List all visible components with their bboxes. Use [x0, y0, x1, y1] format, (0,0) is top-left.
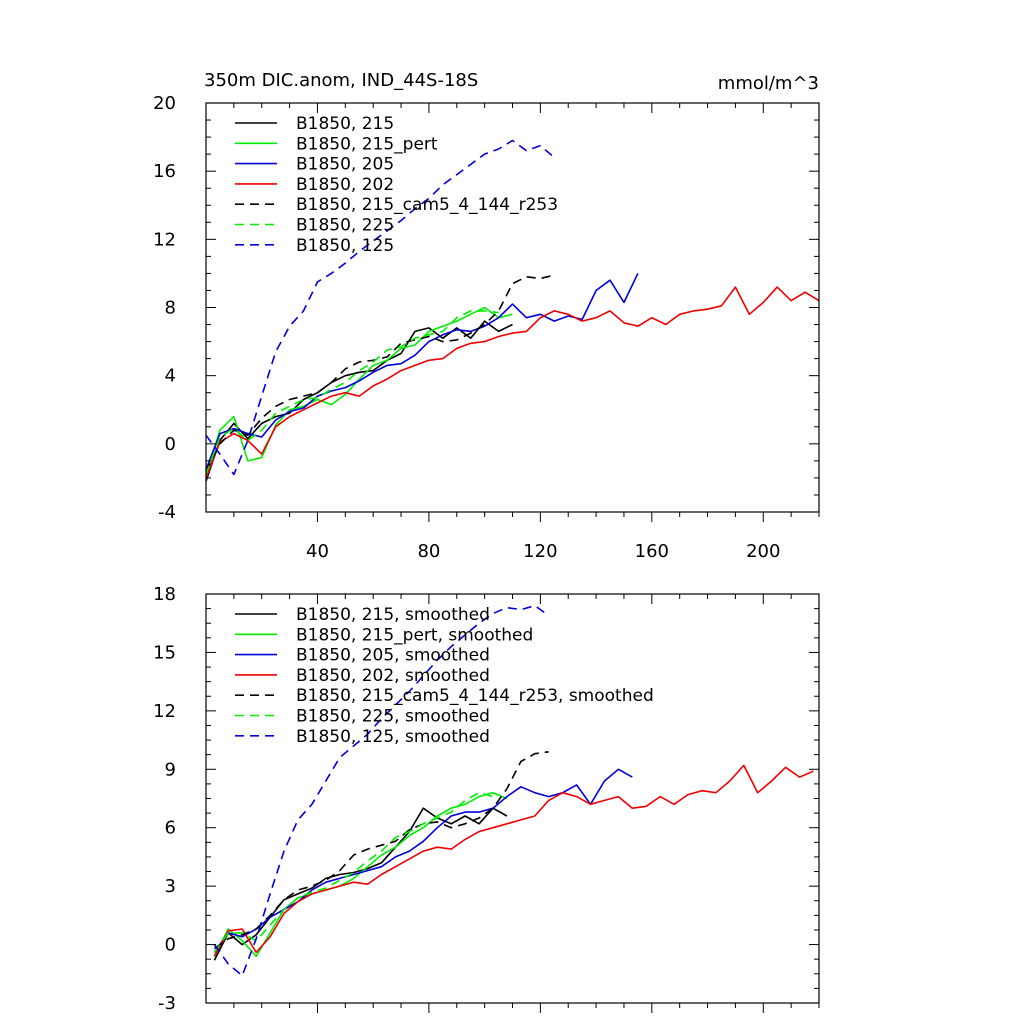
legend-label: B1850, 202 [296, 175, 394, 195]
y-tick-label: 18 [153, 584, 176, 605]
x-tick-label: 80 [417, 541, 440, 562]
legend-label: B1850, 215, smoothed [296, 605, 490, 625]
chart-title: 350m DIC.anom, IND_44S-18S [204, 70, 478, 91]
series-line-0 [205, 320, 513, 482]
x-tick-label: 200 [746, 541, 780, 562]
y-tick-label: 9 [165, 759, 176, 780]
y-tick-label: 3 [165, 876, 176, 897]
y-tick-label: 20 [153, 93, 176, 114]
legend-label: B1850, 225, smoothed [296, 707, 490, 727]
x-tick-label: 160 [635, 541, 669, 562]
series-line-2 [205, 273, 639, 470]
y-tick-label: 0 [165, 935, 176, 956]
series-line-3 [213, 764, 814, 957]
legend-label: B1850, 215 [296, 114, 394, 134]
legend-label: B1850, 202, smoothed [296, 666, 490, 686]
legend-label: B1850, 215_pert, smoothed [296, 625, 533, 645]
y-tick-label: 12 [153, 701, 176, 722]
y-tick-label: 0 [165, 434, 176, 455]
y-tick-label: 6 [165, 818, 176, 839]
x-tick-label: 40 [306, 541, 329, 562]
series-line-5 [205, 310, 499, 475]
legend-label: B1850, 205 [296, 155, 394, 175]
y-tick-label: -3 [158, 993, 176, 1014]
units-label: mmol/m^3 [718, 73, 819, 94]
series-line-1 [205, 306, 513, 479]
y-tick-label: -4 [158, 502, 176, 523]
series-line-6 [205, 139, 555, 476]
series-line-6 [213, 604, 550, 977]
legend-label: B1850, 215_cam5_4_144_r253, smoothed [296, 686, 654, 706]
legend-label: B1850, 125, smoothed [296, 727, 490, 747]
series-line-5 [213, 791, 494, 953]
legend-label: B1850, 205, smoothed [296, 646, 490, 666]
series-line-4 [205, 274, 555, 472]
series-line-3 [205, 286, 820, 479]
y-tick-label: 8 [165, 298, 176, 319]
legend-label: B1850, 215_pert [296, 134, 438, 154]
y-tick-label: 16 [153, 161, 176, 182]
legend-label: B1850, 215_cam5_4_144_r253 [296, 195, 558, 215]
y-tick-label: 12 [153, 229, 176, 250]
x-tick-label: 120 [523, 541, 557, 562]
legend-label: B1850, 125 [296, 236, 394, 256]
top-panel: -4 0 4 8 12 16 20 40 80 120 160 200 350m DIC.anom, I… [153, 70, 820, 562]
y-tick-label: 4 [165, 366, 176, 387]
y-tick-label: 15 [153, 642, 176, 663]
series-line-0 [213, 807, 508, 961]
legend-label: B1850, 225 [296, 216, 394, 236]
series-line-4 [213, 751, 549, 950]
